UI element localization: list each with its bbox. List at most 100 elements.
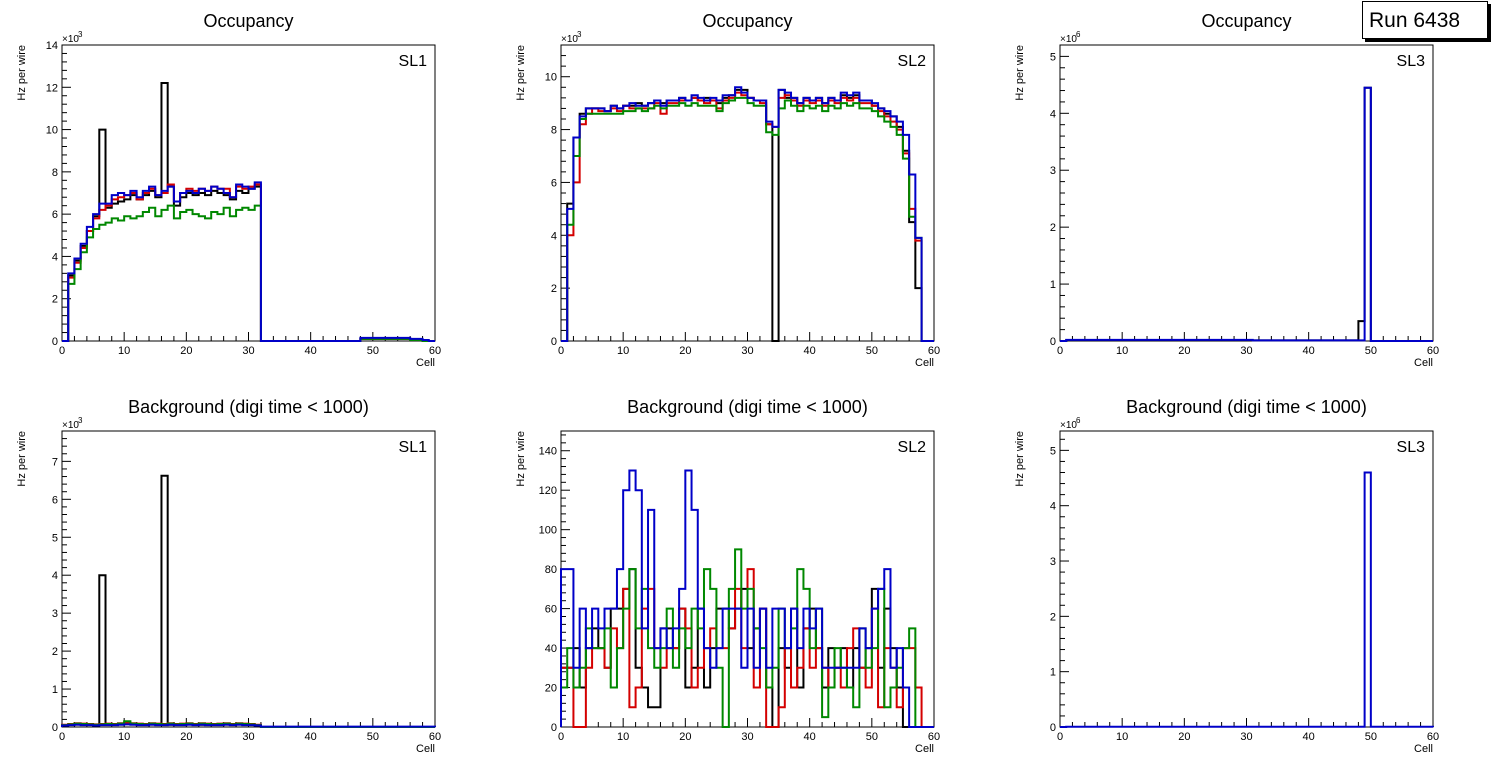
- y-axis-label: Hz per wire: [16, 431, 28, 487]
- x-tick-label: 40: [804, 731, 816, 743]
- chart-title: Background (digi time < 1000): [128, 397, 369, 417]
- x-axis-label: Cell: [1414, 743, 1433, 755]
- x-tick-label: 50: [367, 345, 379, 357]
- y-tick-label: 3: [52, 608, 58, 620]
- x-tick-label: 10: [617, 731, 629, 743]
- x-tick-label: 10: [118, 345, 130, 357]
- x-tick-label: 20: [679, 345, 691, 357]
- chart-title: Occupancy: [203, 11, 293, 31]
- y-tick-label: 2: [1050, 222, 1056, 234]
- superlayer-label: SL2: [898, 439, 927, 456]
- y-tick-label: 2: [52, 646, 58, 658]
- axis-multiplier: ×10: [1060, 34, 1077, 45]
- x-tick-label: 30: [242, 731, 254, 743]
- y-tick-label: 120: [539, 485, 557, 497]
- series-green-line: [561, 96, 934, 342]
- x-tick-label: 40: [1303, 345, 1315, 357]
- series-black-line: [561, 88, 934, 342]
- chart-title: Occupancy: [702, 11, 792, 31]
- y-tick-label: 100: [539, 525, 557, 537]
- y-tick-label: 8: [52, 167, 58, 179]
- axis-exponent: 3: [577, 30, 582, 39]
- x-tick-label: 60: [429, 731, 441, 743]
- x-tick-label: 40: [305, 345, 317, 357]
- y-tick-label: 0: [551, 722, 557, 734]
- plot-frame: [1059, 44, 1434, 342]
- y-tick-label: 80: [545, 564, 557, 576]
- plot-frame: [61, 430, 436, 728]
- x-tick-label: 60: [1427, 345, 1439, 357]
- axis-exponent: 3: [78, 30, 83, 39]
- x-axis-label: Cell: [915, 743, 934, 755]
- chart-panel-5: Background (digi time < 1000) SL2 0 10 20 30 4…: [515, 397, 940, 755]
- x-tick-label: 0: [558, 345, 564, 357]
- y-axis-label: Hz per wire: [515, 431, 527, 487]
- x-tick-label: 50: [1365, 731, 1377, 743]
- x-tick-label: 50: [1365, 345, 1377, 357]
- y-tick-label: 12: [46, 82, 58, 94]
- y-tick-label: 1: [1050, 667, 1056, 679]
- superlayer-label: SL1: [399, 53, 428, 70]
- axis-multiplier: ×10: [1060, 420, 1077, 431]
- y-tick-label: 7: [52, 456, 58, 468]
- y-tick-label: 10: [46, 125, 58, 137]
- x-axis-label: Cell: [1414, 357, 1433, 369]
- y-tick-label: 2: [1050, 611, 1056, 623]
- y-tick-label: 40: [545, 643, 557, 655]
- y-tick-label: 2: [551, 283, 557, 295]
- x-tick-label: 40: [1303, 731, 1315, 743]
- x-tick-label: 60: [928, 731, 940, 743]
- series-blue-line: [61, 723, 436, 728]
- y-axis-label: Hz per wire: [1014, 431, 1026, 487]
- x-tick-label: 40: [305, 731, 317, 743]
- x-tick-label: 0: [1057, 345, 1063, 357]
- y-axis-label: Hz per wire: [16, 45, 28, 101]
- y-tick-label: 4: [1050, 108, 1056, 120]
- series-blue-line: [560, 469, 934, 728]
- series-blue-line: [62, 181, 435, 342]
- x-tick-label: 40: [804, 345, 816, 357]
- y-tick-label: 20: [545, 683, 557, 695]
- y-tick-label: 6: [551, 177, 557, 189]
- y-tick-label: 2: [52, 294, 58, 306]
- x-tick-label: 60: [429, 345, 441, 357]
- x-tick-label: 20: [180, 345, 192, 357]
- y-tick-label: 3: [1050, 556, 1056, 568]
- x-tick-label: 30: [242, 345, 254, 357]
- series-red-line: [560, 568, 934, 728]
- x-tick-label: 30: [741, 731, 753, 743]
- x-tick-label: 50: [866, 345, 878, 357]
- axis-exponent: 6: [1076, 30, 1081, 39]
- y-tick-label: 5: [1050, 445, 1056, 457]
- y-tick-label: 0: [1050, 722, 1056, 734]
- y-tick-label: 5: [52, 532, 58, 544]
- y-tick-label: 0: [52, 722, 58, 734]
- x-tick-label: 30: [741, 345, 753, 357]
- x-tick-label: 50: [367, 731, 379, 743]
- x-tick-label: 0: [1057, 731, 1063, 743]
- series-black-line: [62, 82, 435, 342]
- x-tick-label: 20: [1178, 345, 1190, 357]
- x-tick-label: 60: [1427, 731, 1439, 743]
- y-tick-label: 4: [551, 230, 557, 242]
- axis-exponent: 6: [1076, 416, 1081, 425]
- axis-multiplier: ×10: [62, 34, 79, 45]
- y-tick-label: 5: [1050, 51, 1056, 63]
- x-tick-label: 60: [928, 345, 940, 357]
- x-tick-label: 20: [679, 731, 691, 743]
- series-red-line: [561, 91, 934, 342]
- y-tick-label: 0: [551, 336, 557, 348]
- superlayer-label: SL3: [1397, 53, 1426, 70]
- y-tick-label: 0: [52, 336, 58, 348]
- x-tick-label: 10: [1116, 731, 1128, 743]
- x-tick-label: 10: [1116, 345, 1128, 357]
- y-tick-label: 1: [1050, 279, 1056, 291]
- x-axis-label: Cell: [915, 357, 934, 369]
- x-tick-label: 50: [866, 731, 878, 743]
- y-tick-label: 8: [551, 125, 557, 137]
- x-axis-label: Cell: [416, 357, 435, 369]
- superlayer-label: SL1: [399, 439, 428, 456]
- series-black-line: [61, 474, 435, 728]
